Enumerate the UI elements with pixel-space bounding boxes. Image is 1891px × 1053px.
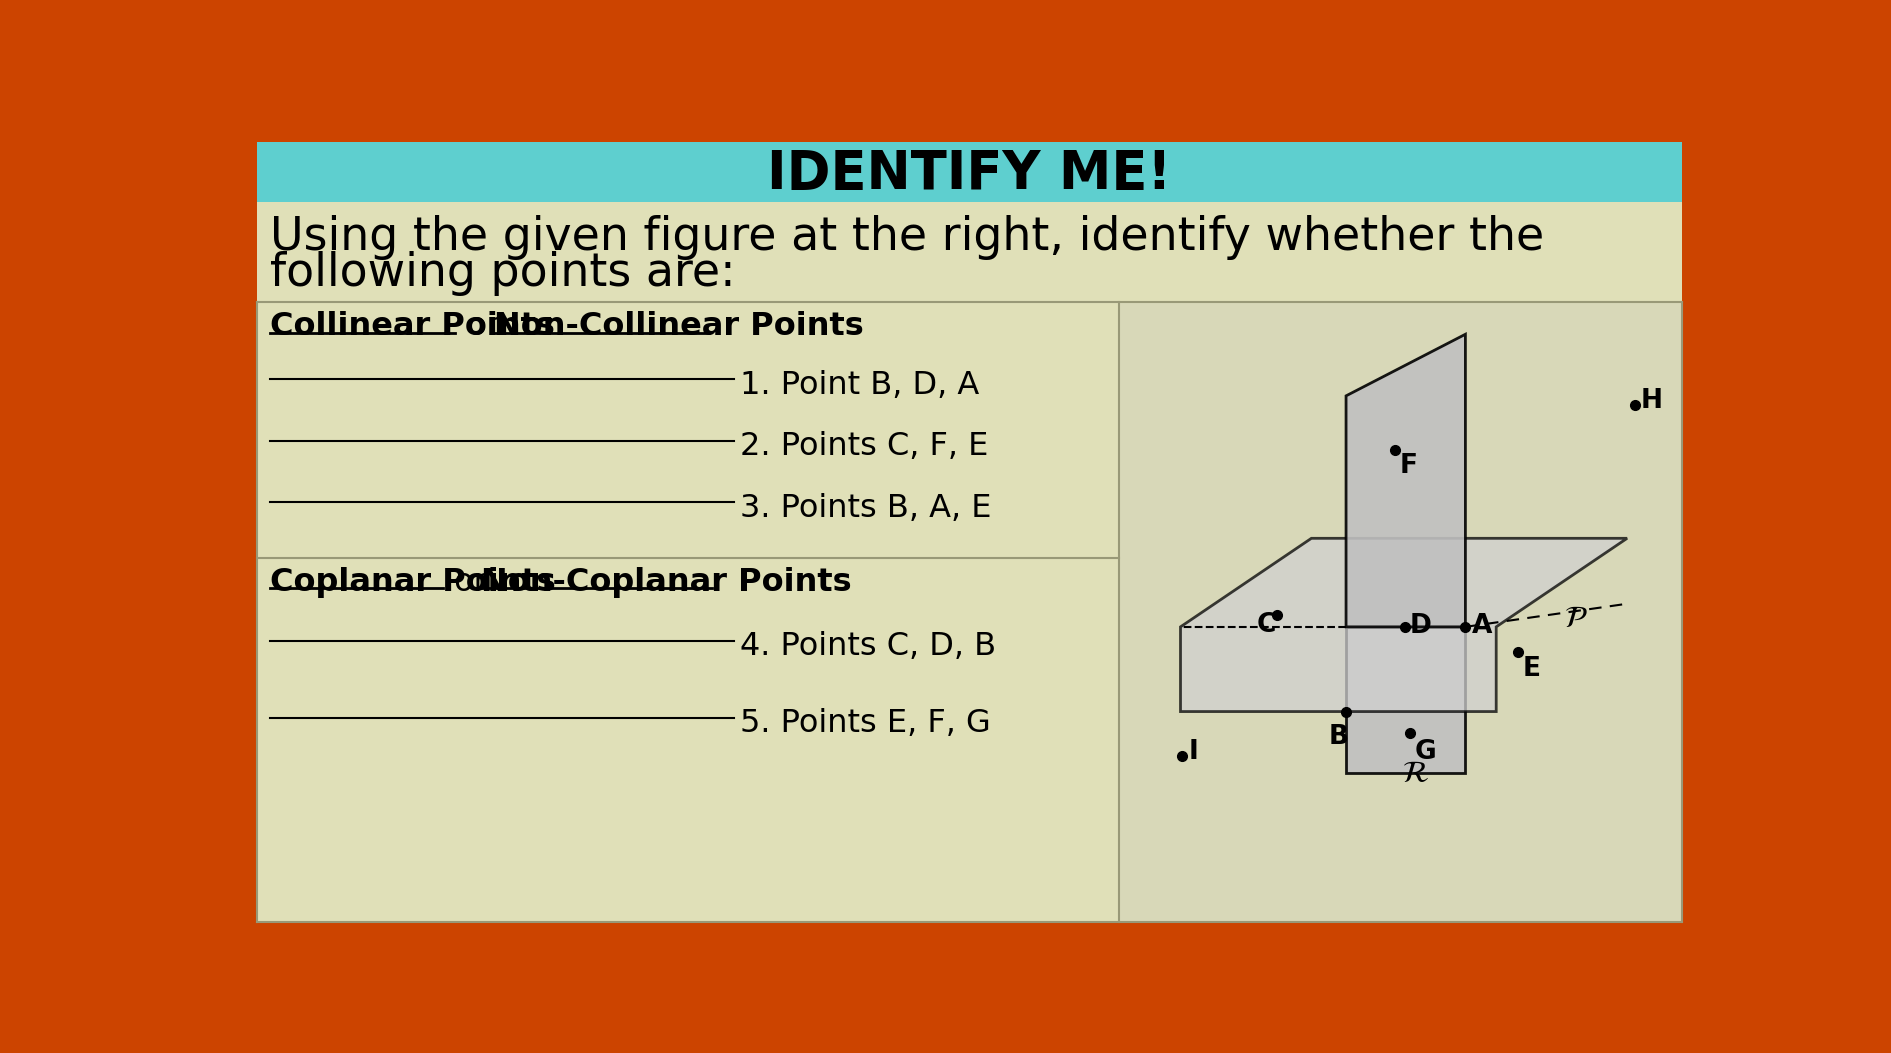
Text: $\mathcal{P}$: $\mathcal{P}$ (1564, 603, 1588, 633)
Text: following points are:: following points are: (270, 251, 736, 296)
Text: or: or (458, 311, 511, 342)
Text: 3. Points B, A, E: 3. Points B, A, E (739, 493, 991, 524)
Text: B: B (1329, 723, 1350, 750)
Text: I: I (1188, 739, 1199, 766)
Text: Non-Collinear Points: Non-Collinear Points (494, 311, 864, 342)
Text: 5. Points E, F, G: 5. Points E, F, G (739, 709, 991, 739)
Polygon shape (1346, 334, 1466, 627)
Text: 1. Point B, D, A: 1. Point B, D, A (739, 370, 980, 401)
Text: E: E (1522, 656, 1541, 682)
Text: G: G (1414, 739, 1437, 766)
Text: Non-Coplanar Points: Non-Coplanar Points (482, 567, 853, 598)
Text: H: H (1641, 389, 1662, 414)
Text: or: or (444, 567, 497, 598)
Text: D: D (1411, 613, 1431, 639)
Text: C: C (1258, 612, 1276, 638)
Text: A: A (1471, 613, 1492, 639)
Text: Collinear Points: Collinear Points (270, 311, 556, 342)
Bar (1119, 302, 1681, 921)
Bar (257, 142, 1681, 202)
Polygon shape (1180, 538, 1626, 712)
Text: IDENTIFY ME!: IDENTIFY ME! (766, 148, 1171, 200)
Text: Using the given figure at the right, identify whether the: Using the given figure at the right, ide… (270, 215, 1545, 260)
Polygon shape (1346, 627, 1466, 773)
Text: Coplanar Points: Coplanar Points (270, 567, 556, 598)
Text: 4. Points C, D, B: 4. Points C, D, B (739, 632, 997, 662)
Text: 2. Points C, F, E: 2. Points C, F, E (739, 432, 989, 462)
Bar (257, 202, 1681, 921)
Text: F: F (1399, 453, 1416, 479)
Text: $\mathcal{R}$: $\mathcal{R}$ (1403, 759, 1430, 789)
